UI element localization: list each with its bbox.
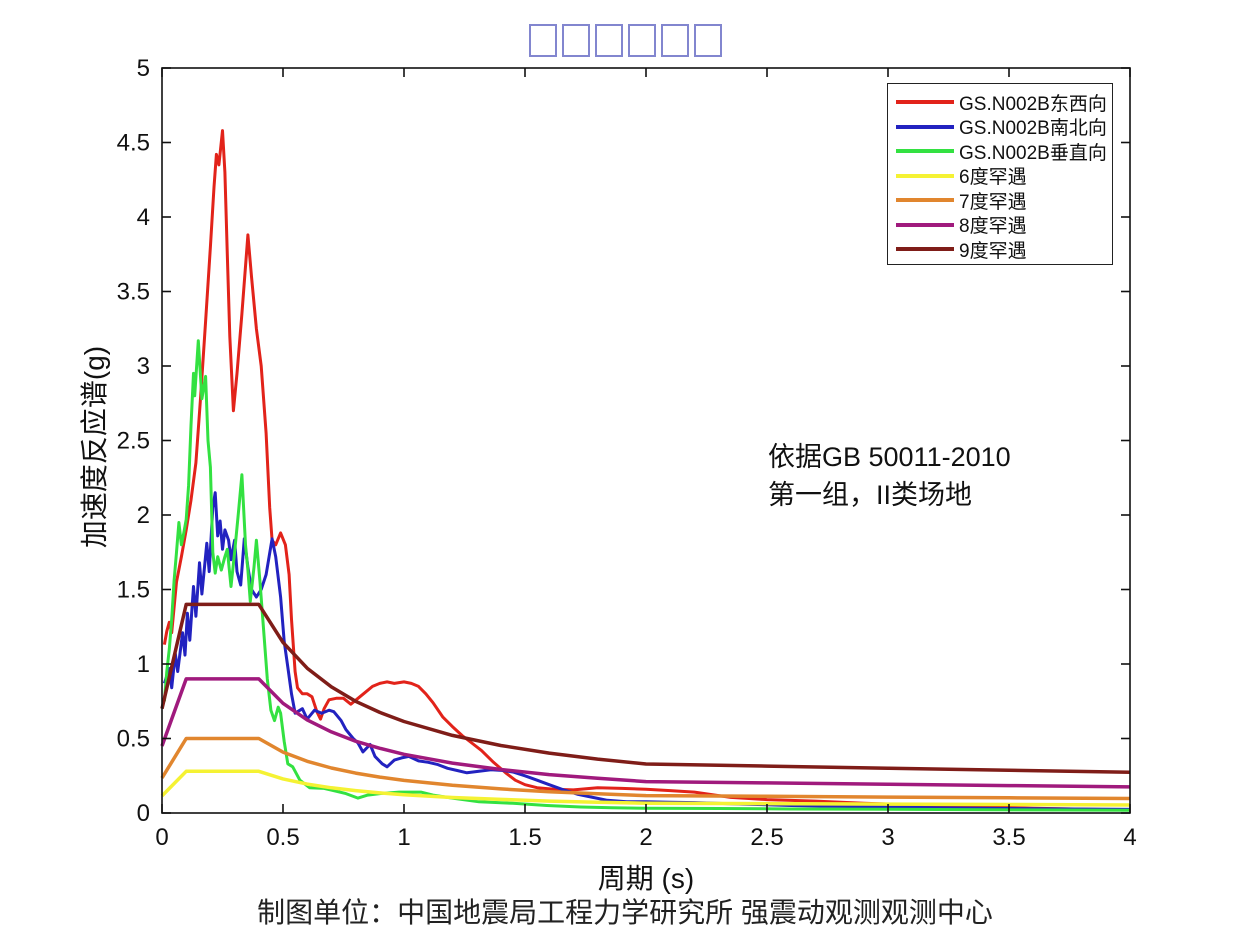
series-line-gs-n002b-ns: [162, 491, 1131, 811]
title-missing-glyph-box: [561, 24, 590, 57]
legend-item-rare-7: 7度罕遇: [896, 188, 1112, 213]
y-tick-label: 1: [137, 651, 150, 678]
y-tick-label: 0: [137, 800, 150, 827]
x-axis-label: 周期 (s): [597, 863, 695, 894]
y-axis-label: 加速度反应谱(g): [79, 345, 110, 549]
series-line-rare-8: [160, 677, 1131, 789]
legend-label-gs-n002b-ud: GS.N002B垂直向: [959, 142, 1107, 164]
chart-title-missing-glyphs: [0, 24, 1250, 57]
title-missing-glyph-box: [660, 24, 689, 57]
legend-box: GS.N002B东西向 GS.N002B南北向 GS.N002B垂直向 6度罕遇 7度罕…: [887, 83, 1113, 265]
title-missing-glyph-box: [627, 24, 656, 57]
legend-swatch-rare-7: [896, 198, 954, 203]
legend-item-rare-9: 9度罕遇: [896, 237, 1112, 262]
legend-swatch-gs-n002b-ns: [896, 124, 954, 129]
legend-swatch-rare-9: [896, 247, 954, 252]
x-tick-label: 0.5: [266, 824, 299, 851]
y-tick-label: 2: [137, 502, 150, 529]
x-tick-label: 3.5: [992, 824, 1025, 851]
y-tick-label: 1.5: [117, 577, 150, 604]
x-tick-label: 2: [639, 824, 652, 851]
x-tick-label: 0: [155, 824, 168, 851]
y-tick-label: 3: [137, 353, 150, 380]
legend-item-rare-6: 6度罕遇: [896, 164, 1112, 189]
legend-label-gs-n002b-ns: GS.N002B南北向: [959, 118, 1107, 140]
y-tick-label: 3.5: [117, 279, 150, 306]
legend-item-gs-n002b-ud: GS.N002B垂直向: [896, 139, 1112, 164]
x-tick-label: 1.5: [508, 824, 541, 851]
x-tick-label: 1: [397, 824, 410, 851]
legend-item-gs-n002b-ew: GS.N002B东西向: [896, 90, 1112, 115]
legend-item-gs-n002b-ns: GS.N002B南北向: [896, 115, 1112, 140]
title-missing-glyph-box: [528, 24, 557, 57]
legend-swatch-gs-n002b-ew: [896, 100, 954, 105]
legend-swatch-rare-8: [896, 222, 954, 227]
legend-label-rare-8: 8度罕遇: [959, 216, 1027, 238]
title-missing-glyph-box: [693, 24, 722, 57]
series-line-rare-7: [160, 736, 1131, 801]
series-line-rare-9: [160, 602, 1131, 775]
legend-label-rare-7: 7度罕遇: [959, 191, 1027, 213]
series-line-rare-6: [160, 769, 1131, 807]
y-tick-label: 2.5: [117, 428, 150, 455]
y-tick-label: 4.5: [117, 130, 150, 157]
y-tick-label: 4: [137, 204, 150, 231]
annotation-line-1: 依据GB 50011-2010: [768, 442, 1011, 472]
legend-item-rare-8: 8度罕遇: [896, 213, 1112, 238]
y-tick-label: 5: [137, 55, 150, 82]
caption-text: 制图单位：中国地震局工程力学研究所 强震动观测观测中心: [257, 897, 993, 928]
annotation-text: 依据GB 50011-2010 第一组，II类场地: [768, 438, 1011, 514]
annotation-line-2: 第一组，II类场地: [768, 480, 973, 510]
x-tick-label: 4: [1123, 824, 1136, 851]
title-missing-glyph-box: [594, 24, 623, 57]
legend-label-gs-n002b-ew: GS.N002B东西向: [959, 93, 1107, 115]
legend-label-rare-6: 6度罕遇: [959, 167, 1027, 189]
legend-swatch-rare-6: [896, 173, 954, 178]
legend-swatch-gs-n002b-ud: [896, 149, 954, 154]
series-line-gs-n002b-ud: [162, 339, 1131, 812]
legend-label-rare-9: 9度罕遇: [959, 240, 1027, 262]
x-tick-label: 3: [881, 824, 894, 851]
y-tick-label: 0.5: [117, 726, 150, 753]
x-tick-label: 2.5: [750, 824, 783, 851]
